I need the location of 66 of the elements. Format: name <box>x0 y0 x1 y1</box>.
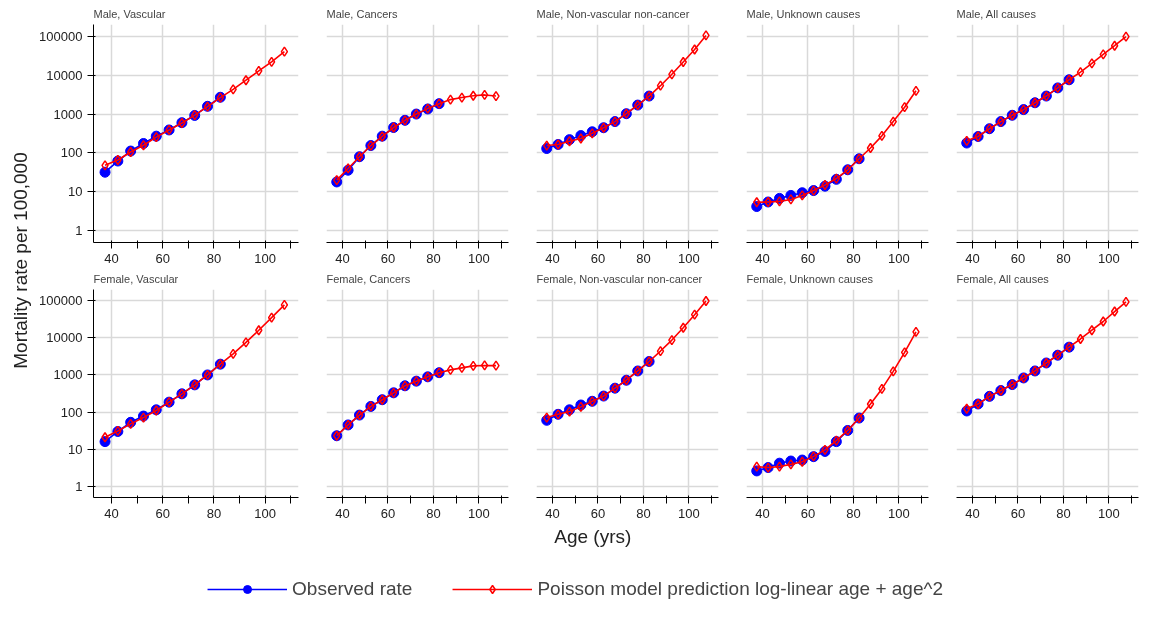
chart-title: Male, All causes <box>956 7 1037 20</box>
y-tick-label: 100000 <box>39 28 83 44</box>
y-axis-title: Mortality rate per 100,000 <box>9 152 31 369</box>
x-tick-label: 100 <box>1098 505 1120 521</box>
y-tick-label: 10000 <box>46 67 83 83</box>
x-tick-label: 100 <box>468 250 490 266</box>
x-tick-label: 100 <box>888 250 910 266</box>
x-tick-label: 80 <box>1056 250 1071 266</box>
x-tick-label: 80 <box>846 505 861 521</box>
y-tick-label: 10 <box>68 184 83 200</box>
x-tick-label: 40 <box>545 505 560 521</box>
y-tick-label: 1 <box>75 223 83 239</box>
y-tick-label: 1 <box>75 478 83 494</box>
x-tick-label: 40 <box>104 250 119 266</box>
x-tick-label: 40 <box>335 250 350 266</box>
x-tick-label: 40 <box>335 505 350 521</box>
chart-title: Female, Cancers <box>326 272 411 285</box>
x-tick-label: 100 <box>254 250 277 266</box>
x-tick-label: 100 <box>254 505 277 521</box>
y-tick-label: 10000 <box>46 330 83 346</box>
x-tick-label: 40 <box>965 250 980 266</box>
y-tick-label: 1000 <box>53 367 83 383</box>
x-tick-label: 100 <box>1098 250 1120 266</box>
x-tick-label: 60 <box>590 505 606 521</box>
x-tick-label: 100 <box>888 505 910 521</box>
x-tick-label: 40 <box>965 505 980 521</box>
x-axis-title: Age (yrs) <box>554 526 632 548</box>
y-tick-label: 1000 <box>53 106 83 122</box>
legend-label: Poisson model prediction log-linear age + age^2 <box>537 578 943 600</box>
x-tick-label: 60 <box>380 505 396 521</box>
x-tick-label: 60 <box>155 505 170 521</box>
x-tick-label: 100 <box>468 505 490 521</box>
x-tick-label: 80 <box>636 250 651 266</box>
x-tick-label: 60 <box>590 250 606 266</box>
x-tick-label: 60 <box>1010 250 1026 266</box>
x-tick-label: 40 <box>545 250 560 266</box>
chart-title: Female, Vascular <box>93 272 179 285</box>
x-tick-label: 60 <box>380 250 396 266</box>
x-tick-label: 80 <box>426 250 441 266</box>
x-tick-label: 80 <box>636 505 651 521</box>
chart-title: Female, All causes <box>956 272 1050 285</box>
legend-label: Observed rate <box>292 578 413 600</box>
y-tick-label: 10 <box>68 441 83 457</box>
chart-title: Male, Vascular <box>93 7 166 20</box>
x-tick-label: 80 <box>206 505 222 521</box>
x-tick-label: 60 <box>800 505 816 521</box>
x-tick-label: 40 <box>755 505 770 521</box>
chart-title: Male, Unknown causes <box>746 7 861 20</box>
y-tick-label: 100 <box>60 145 83 161</box>
x-tick-label: 40 <box>755 250 770 266</box>
chart-title: Male, Cancers <box>326 7 398 20</box>
y-tick-label: 100 <box>60 404 83 420</box>
chart-title: Male, Non-vascular non-cancer <box>536 7 690 20</box>
x-tick-label: 60 <box>800 250 816 266</box>
chart-title: Female, Non-vascular non-cancer <box>536 272 703 285</box>
x-tick-label: 40 <box>104 505 119 521</box>
x-tick-label: 60 <box>155 250 170 266</box>
x-tick-label: 60 <box>1010 505 1026 521</box>
x-tick-label: 80 <box>206 250 222 266</box>
x-tick-label: 100 <box>678 505 700 521</box>
x-tick-label: 80 <box>846 250 861 266</box>
y-tick-label: 100000 <box>39 293 83 309</box>
x-tick-label: 100 <box>678 250 700 266</box>
x-tick-label: 80 <box>426 505 441 521</box>
x-tick-label: 80 <box>1056 505 1071 521</box>
chart-title: Female, Unknown causes <box>746 272 874 285</box>
